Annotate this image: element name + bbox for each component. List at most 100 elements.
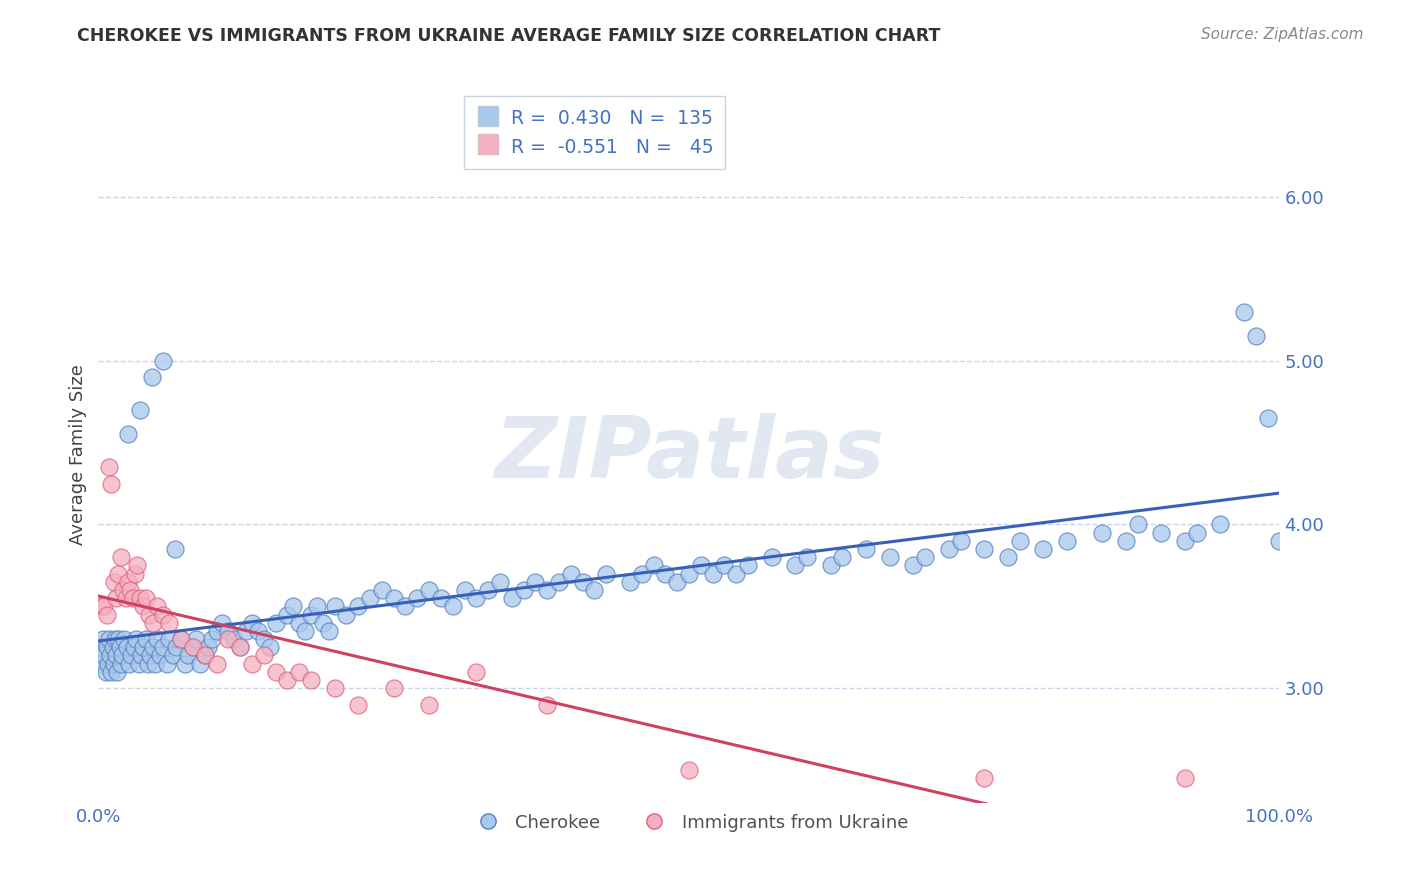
- Point: [146, 599, 169, 614]
- Point: [229, 640, 252, 655]
- Point: [973, 542, 995, 557]
- Point: [630, 566, 652, 581]
- Point: [128, 591, 150, 606]
- Point: [259, 640, 281, 655]
- Point: [132, 640, 155, 655]
- Point: [246, 624, 269, 638]
- Point: [949, 533, 972, 548]
- Point: [181, 640, 204, 655]
- Point: [194, 648, 217, 663]
- Point: [162, 648, 184, 663]
- Point: [105, 665, 128, 679]
- Point: [678, 566, 700, 581]
- Point: [318, 624, 340, 638]
- Point: [702, 566, 724, 581]
- Point: [188, 657, 211, 671]
- Point: [229, 640, 252, 655]
- Point: [124, 566, 146, 581]
- Point: [820, 558, 842, 573]
- Point: [125, 632, 148, 646]
- Point: [135, 632, 157, 646]
- Point: [104, 632, 127, 646]
- Point: [1268, 533, 1291, 548]
- Point: [997, 550, 1019, 565]
- Point: [276, 607, 298, 622]
- Point: [205, 624, 228, 638]
- Point: [654, 566, 676, 581]
- Point: [879, 550, 901, 565]
- Point: [737, 558, 759, 573]
- Point: [1056, 533, 1078, 548]
- Point: [165, 542, 187, 557]
- Point: [132, 599, 155, 614]
- Text: ZIPatlas: ZIPatlas: [494, 413, 884, 497]
- Point: [453, 582, 475, 597]
- Point: [217, 624, 239, 638]
- Point: [103, 657, 125, 671]
- Point: [157, 632, 180, 646]
- Point: [264, 665, 287, 679]
- Point: [94, 665, 117, 679]
- Point: [1174, 533, 1197, 548]
- Point: [1244, 329, 1267, 343]
- Point: [98, 460, 121, 475]
- Point: [1008, 533, 1031, 548]
- Point: [571, 574, 593, 589]
- Point: [103, 574, 125, 589]
- Point: [1174, 771, 1197, 785]
- Point: [186, 632, 208, 646]
- Point: [201, 632, 224, 646]
- Point: [406, 591, 429, 606]
- Point: [129, 648, 152, 663]
- Point: [146, 632, 169, 646]
- Point: [107, 632, 129, 646]
- Point: [110, 550, 132, 565]
- Text: CHEROKEE VS IMMIGRANTS FROM UKRAINE AVERAGE FAMILY SIZE CORRELATION CHART: CHEROKEE VS IMMIGRANTS FROM UKRAINE AVER…: [77, 27, 941, 45]
- Point: [294, 624, 316, 638]
- Point: [477, 582, 499, 597]
- Point: [347, 698, 370, 712]
- Point: [197, 640, 219, 655]
- Point: [141, 370, 163, 384]
- Point: [796, 550, 818, 565]
- Point: [323, 599, 346, 614]
- Text: Source: ZipAtlas.com: Source: ZipAtlas.com: [1201, 27, 1364, 42]
- Point: [107, 566, 129, 581]
- Point: [335, 607, 357, 622]
- Point: [264, 615, 287, 630]
- Point: [152, 607, 174, 622]
- Point: [120, 582, 142, 597]
- Point: [465, 591, 488, 606]
- Point: [1209, 517, 1232, 532]
- Point: [157, 615, 180, 630]
- Point: [105, 648, 128, 663]
- Point: [91, 632, 114, 646]
- Point: [382, 591, 405, 606]
- Point: [135, 591, 157, 606]
- Point: [536, 582, 558, 597]
- Y-axis label: Average Family Size: Average Family Size: [69, 365, 87, 545]
- Point: [127, 558, 149, 573]
- Point: [903, 558, 925, 573]
- Point: [108, 640, 131, 655]
- Point: [643, 558, 665, 573]
- Point: [98, 632, 121, 646]
- Point: [725, 566, 748, 581]
- Point: [831, 550, 853, 565]
- Point: [142, 640, 165, 655]
- Point: [194, 648, 217, 663]
- Point: [430, 591, 453, 606]
- Point: [122, 640, 145, 655]
- Point: [142, 615, 165, 630]
- Point: [253, 648, 276, 663]
- Point: [1115, 533, 1137, 548]
- Point: [91, 599, 114, 614]
- Point: [560, 566, 582, 581]
- Point: [761, 550, 783, 565]
- Point: [441, 599, 464, 614]
- Point: [112, 582, 135, 597]
- Point: [713, 558, 735, 573]
- Point: [347, 599, 370, 614]
- Point: [299, 607, 322, 622]
- Point: [101, 640, 124, 655]
